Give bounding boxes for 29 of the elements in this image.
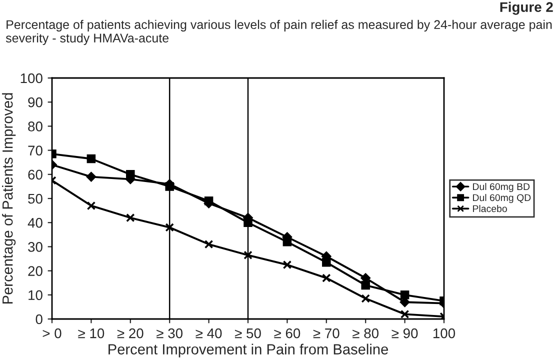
legend-label: Placebo [473, 204, 507, 212]
y-tick-label: 50 [28, 194, 42, 204]
y-tick-label: 0 [36, 314, 42, 324]
x-tick-label: ≥ 60 [274, 328, 300, 338]
y-tick-label: 60 [28, 170, 42, 180]
y-tick-label: 100 [20, 73, 42, 84]
x-tick-label: ≥ 30 [156, 328, 183, 338]
x-tick-label: > 0 [42, 328, 62, 338]
legend-label: Dul 60mg QD [473, 194, 531, 204]
y-tick-label: 40 [28, 218, 42, 228]
x-tick-label: ≥ 20 [117, 328, 144, 338]
y-tick-label: 70 [28, 146, 42, 156]
caption: Figure 2 [500, 2, 553, 15]
y-tick-label: 80 [28, 122, 42, 132]
x-tick-label: 100 [433, 328, 456, 338]
y-axis-title: Percentage of Patients Improved [2, 93, 16, 304]
legend-label: Dul 60mg BD [473, 182, 530, 192]
y-tick-label: 90 [28, 97, 42, 108]
x-tick-label: ≥ 70 [313, 328, 340, 338]
x-tick-label: ≥ 10 [78, 328, 104, 338]
x-tick-label: ≥ 90 [392, 328, 418, 338]
x-axis-title: Percent Improvement in Pain from Baseline [108, 344, 388, 358]
chart-title: Percentage of patients achieving various levels of pain relief as measured by 24-hour average pain severity - study HMAVa-acute [6, 20, 552, 45]
y-tick-label: 10 [28, 290, 42, 300]
x-tick-label: ≥ 80 [352, 328, 379, 338]
y-tick-label: 30 [28, 242, 42, 252]
y-tick-label: 20 [28, 266, 42, 276]
x-tick-label: ≥ 40 [196, 328, 222, 338]
x-tick-label: ≥ 50 [234, 328, 261, 338]
